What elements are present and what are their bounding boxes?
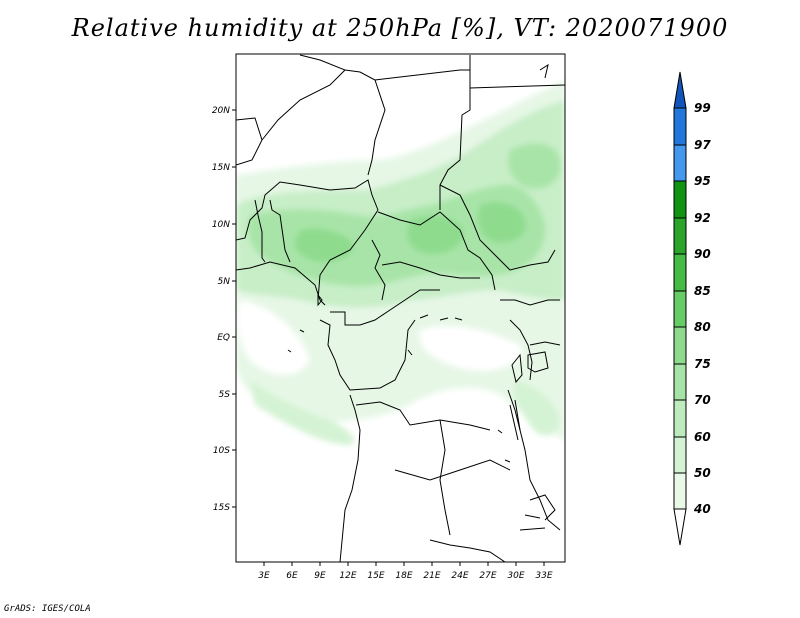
lon-label-24e: 24E (451, 571, 468, 581)
lat-label-10s: 10S (213, 446, 230, 456)
lat-label-15s: 15S (213, 503, 230, 513)
colorbar-segment-95-97 (673, 144, 687, 182)
colorbar-label-50: 50 (694, 466, 711, 480)
colorbar-segment-75-80 (673, 326, 687, 365)
map-frame (235, 53, 566, 563)
colorbar-labels: 99 97 95 92 90 85 80 75 70 60 50 40 (693, 101, 711, 516)
country-borders (236, 54, 565, 562)
latitude-axis: 20N 15N 10N 5N EQ 5S 10S 15S (212, 106, 236, 513)
colorbar (673, 71, 687, 546)
lon-label-3e: 3E (258, 571, 270, 581)
colorbar-label-97: 97 (694, 138, 711, 152)
humidity-shading (236, 80, 565, 445)
colorbar-segment-97-99 (673, 107, 687, 146)
colorbar-segment-80-85 (673, 290, 687, 328)
colorbar-label-60: 60 (694, 430, 711, 444)
colorbar-segment-92-95 (673, 180, 687, 219)
lon-label-30e: 30E (507, 571, 524, 581)
lat-label-eq: EQ (217, 333, 230, 343)
lat-label-15n: 15N (212, 163, 230, 173)
colorbar-segment-90-92 (673, 217, 687, 255)
colorbar-label-99: 99 (694, 101, 711, 115)
lat-label-5n: 5N (218, 277, 231, 287)
lon-label-15e: 15E (367, 571, 384, 581)
colorbar-label-40: 40 (693, 502, 711, 516)
colorbar-label-70: 70 (694, 393, 711, 407)
lon-label-27e: 27E (479, 571, 496, 581)
map-title: Relative humidity at 250hPa [%], VT: 202… (71, 14, 729, 42)
lon-label-18e: 18E (395, 571, 412, 581)
colorbar-label-95: 95 (694, 174, 711, 188)
colorbar-segment-85-90 (673, 253, 687, 292)
lat-label-10n: 10N (212, 220, 230, 230)
lon-label-21e: 21E (423, 571, 440, 581)
colorbar-label-90: 90 (694, 247, 711, 261)
lon-label-33e: 33E (535, 571, 552, 581)
lon-label-12e: 12E (339, 571, 356, 581)
colorbar-segment-40-50 (673, 472, 687, 510)
colorbar-segment-40-down (673, 508, 687, 546)
lat-label-5s: 5S (219, 390, 231, 400)
lon-label-6e: 6E (286, 571, 298, 581)
colorbar-label-92: 92 (694, 211, 711, 225)
lon-label-9e: 9E (314, 571, 326, 581)
colorbar-segment-99-up (673, 71, 687, 109)
grads-credit: GrADS: IGES/COLA (4, 604, 91, 614)
colorbar-label-75: 75 (694, 357, 711, 371)
colorbar-label-85: 85 (694, 284, 711, 298)
colorbar-segment-60-70 (673, 399, 687, 438)
longitude-axis: 3E 6E 9E 12E 15E 18E 21E 24E 27E 30E 33E (258, 562, 553, 581)
colorbar-label-80: 80 (694, 320, 711, 334)
lat-label-20n: 20N (212, 106, 230, 116)
colorbar-segment-70-75 (673, 363, 687, 401)
colorbar-segment-50-60 (673, 436, 687, 474)
